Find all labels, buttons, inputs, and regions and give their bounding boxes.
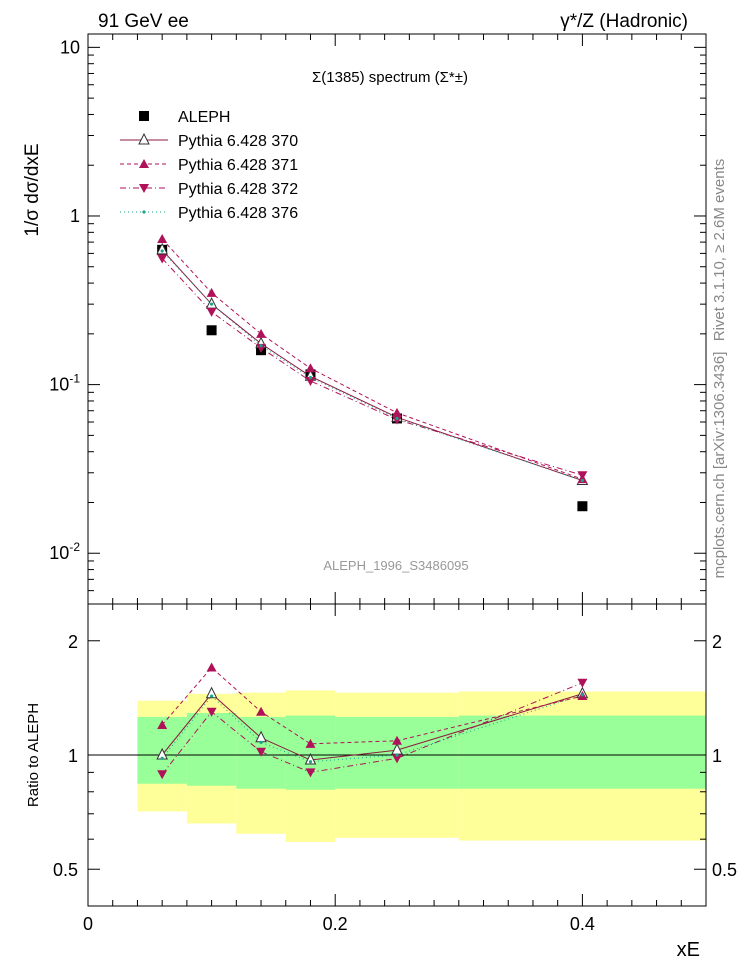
data-point-3-4 (392, 415, 402, 425)
ratio-y-tick-label-right: 0.5 (712, 860, 737, 880)
ratio-point-3-0 (160, 756, 164, 760)
series-line-3 (161, 258, 583, 476)
ratio-line-2 (161, 682, 583, 775)
legend-marker-1 (138, 132, 150, 145)
y-tick-label: 10-2 (49, 540, 80, 563)
mcplots-label: mcplots.cern.ch [arXiv:1306.3436] (711, 352, 728, 579)
ratio-line-1 (161, 666, 583, 745)
data-point-4-3 (308, 376, 313, 380)
legend-label-2: Pythia 6.428 371 (178, 157, 298, 174)
data-point-2-1 (206, 287, 217, 297)
legend-marker-4 (142, 210, 146, 214)
ratio-point-3-4 (395, 753, 399, 757)
ratio-point-0-3 (304, 752, 317, 765)
data-point-3-3 (305, 377, 316, 387)
error-band-inner-1 (186, 713, 237, 786)
data-point-4-2 (259, 344, 263, 348)
ratio-y-axis-label: Ratio to ALEPH (25, 703, 42, 807)
legend-label-3: Pythia 6.428 372 (178, 181, 298, 198)
series-line-2 (161, 238, 583, 480)
legend-marker-3 (139, 184, 149, 193)
y-axis-label: 1/σ dσ/dxE (22, 143, 43, 236)
data-point-4-1 (210, 302, 214, 306)
legend-marker-0 (139, 111, 149, 121)
ratio-point-2-3 (305, 768, 316, 778)
x-tick-label: 0.2 (323, 914, 348, 934)
data-point-2-0 (157, 234, 168, 244)
data-point-3-5 (577, 471, 588, 481)
ratio-point-3-3 (308, 760, 313, 764)
data-point-3-2 (256, 343, 267, 353)
ratio-point-2-0 (157, 770, 168, 780)
ratio-point-3-5 (580, 693, 585, 697)
legend-label-4: Pythia 6.428 376 (178, 205, 298, 222)
ratio-point-3-1 (210, 694, 214, 698)
ratio-y-tick-label-right: 1 (712, 746, 722, 766)
ratio-point-2-4 (392, 754, 402, 764)
series-line-4 (161, 250, 583, 481)
ratio-y-tick-label: 2 (68, 632, 78, 652)
legend-label-1: Pythia 6.428 370 (178, 133, 298, 150)
error-band-inner-5 (458, 715, 706, 789)
watermark: ALEPH_1996_S3486095 (323, 558, 468, 573)
x-tick-label: 0.4 (570, 914, 595, 934)
ratio-y-tick-label-right: 2 (712, 632, 722, 652)
legend: ALEPH Pythia 6.428 370 Pythia 6.428 371 Pyt… (120, 109, 298, 222)
data-point-2-2 (256, 328, 267, 338)
data-point-2-3 (305, 363, 316, 373)
data-point-3-1 (206, 307, 217, 317)
ratio-point-2-5 (577, 678, 588, 688)
data-point-0-1 (206, 325, 217, 336)
chart-title: Σ(1385) spectrum (Σ*±) (312, 69, 468, 86)
ratio-point-1-2 (256, 706, 267, 716)
data-point-3-0 (157, 254, 168, 264)
header-left: 91 GeV ee (98, 11, 189, 32)
legend-label-0: ALEPH (178, 109, 230, 126)
ratio-point-2-1 (206, 707, 217, 717)
main-panel: 10-2 10-1 1 10 Σ(1385) spectrum (Σ*±) ALEPH… (22, 33, 707, 605)
ratio-point-1-1 (206, 662, 217, 672)
legend-marker-2 (139, 159, 149, 168)
header-right: γ*/Z (Hadronic) (560, 11, 688, 32)
data-point-4-0 (160, 249, 164, 253)
data-point-2-4 (392, 407, 402, 417)
ratio-point-3-2 (259, 740, 263, 744)
y-tick-label: 10-1 (49, 372, 80, 395)
ratio-point-1-3 (305, 738, 316, 748)
ratio-line-0 (161, 693, 583, 761)
rivet-label: Rivet 3.1.10, ≥ 2.6M events (711, 159, 728, 342)
ratio-y-tick-label: 0.5 (53, 860, 78, 880)
x-axis-label: xE (677, 939, 700, 961)
ratio-point-1-4 (392, 735, 402, 745)
y-tick-label: 1 (70, 206, 80, 226)
ratio-point-1-0 (157, 719, 168, 729)
series-line-1 (161, 249, 583, 481)
data-point-0-5 (577, 501, 588, 512)
data-point-4-5 (580, 478, 585, 483)
ratio-point-2-2 (256, 747, 267, 757)
ratio-y-tick-label: 1 (68, 746, 78, 766)
x-tick-label: 0 (83, 914, 93, 934)
data-point-1-0 (156, 242, 168, 255)
data-point-4-4 (395, 416, 399, 421)
ratio-point-0-1 (205, 686, 218, 699)
ratio-panel: 0.5 0.5 1 1 2 2 0 0.2 0.4 Ratio to ALEPH xE (25, 603, 737, 961)
y-tick-label: 10 (60, 37, 80, 57)
